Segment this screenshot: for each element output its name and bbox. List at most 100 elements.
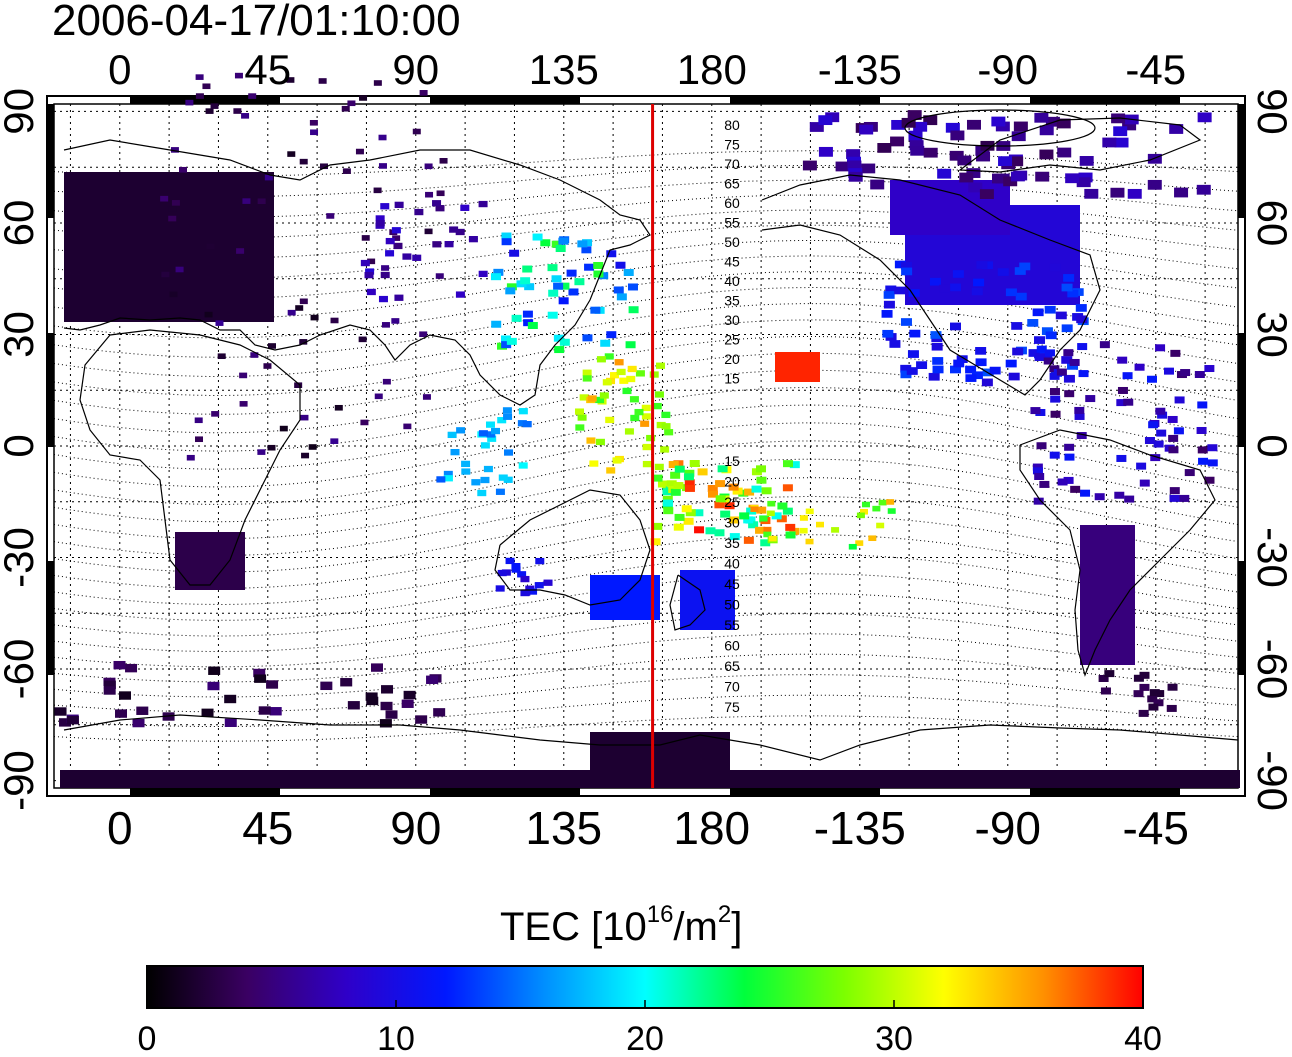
tec-point-africa	[233, 108, 242, 114]
tec-point-north-america	[1034, 336, 1046, 344]
tec-point-pacific	[619, 377, 629, 384]
tec-point-pacific	[750, 506, 759, 512]
tec-point-africa	[391, 318, 400, 324]
tec-point-pacific	[660, 446, 670, 453]
tec-point-asia	[625, 341, 636, 349]
tec-point-north-america	[952, 270, 964, 278]
tec-point-asia	[380, 203, 390, 210]
tec-point-pacific	[674, 465, 685, 473]
dip-contour-label: 15	[724, 371, 740, 387]
tec-point-asia	[432, 200, 442, 207]
tec-point-arctic	[847, 160, 862, 171]
tec-point-southern	[381, 685, 394, 694]
tec-point-asia	[495, 488, 505, 495]
tec-point-southern	[66, 715, 79, 725]
tec-point-pacific	[782, 507, 793, 515]
lon-tick-label: 0	[108, 46, 131, 93]
lon-tick-label: -45	[1125, 46, 1186, 93]
tec-point-arctic	[846, 149, 861, 159]
top-lon-ticks: 0 45 90 135 180 -135 -90 -45	[108, 46, 1186, 93]
tec-point-pacific	[743, 516, 754, 524]
tec-point-asia	[432, 241, 442, 248]
tec-patch-new-zealand	[680, 570, 735, 630]
tec-point-pacific	[641, 413, 651, 420]
tec-point-asia	[480, 442, 490, 449]
tec-patch-antarctica	[590, 732, 730, 770]
tec-point-africa	[403, 423, 412, 430]
tec-point-north-america	[906, 367, 918, 375]
tec-point-arctic	[1003, 176, 1018, 187]
tec-point-arctic	[1127, 188, 1142, 199]
lon-tick-label: 45	[242, 802, 293, 854]
tec-point-south-america	[1116, 399, 1127, 407]
colorbar-tick-label: 10	[377, 1020, 415, 1057]
tec-point-africa	[374, 393, 383, 400]
tec-point-arctic	[966, 168, 981, 178]
tec-point-asia	[380, 271, 390, 279]
tec-point-south-america	[1099, 341, 1110, 349]
tec-point-pacific	[634, 408, 644, 416]
tec-point-asia	[527, 321, 538, 329]
tec-point-pacific	[872, 505, 881, 512]
tec-point-south-america	[1116, 454, 1127, 462]
tec-point-asia	[460, 204, 470, 211]
tec-point-asia	[627, 283, 638, 291]
tec-point-pacific	[761, 487, 772, 495]
tec-point-southern	[385, 710, 398, 719]
tec-point-arctic	[1065, 173, 1080, 184]
tec-point-southern	[253, 668, 266, 678]
dip-contour-label: 55	[724, 215, 740, 231]
tec-point-southern	[59, 718, 72, 727]
tec-point-africa	[168, 215, 177, 222]
tec-point-pacific	[785, 531, 796, 539]
tec-point-southern	[269, 707, 282, 716]
tec-point-arctic	[1039, 125, 1054, 136]
tec-point-arctic	[818, 146, 833, 157]
tec-point-arctic	[877, 143, 892, 153]
tec-point-pacific	[766, 510, 775, 517]
tec-point-arctic	[1039, 149, 1054, 160]
tec-point-southern	[415, 715, 428, 724]
bottom-lon-ticks: 0 45 90 135 180 -135 -90 -45	[107, 802, 1189, 854]
tec-point-north-america	[883, 300, 895, 309]
tec-point-pacific	[673, 482, 684, 490]
tec-point-pacific	[728, 516, 739, 524]
tec-point-pacific	[707, 490, 718, 498]
tec-point-south-america	[1049, 451, 1060, 459]
tec-point-asia	[615, 261, 626, 269]
tec-point-pacific	[756, 506, 767, 514]
lat-tick-label: -30	[1249, 527, 1292, 588]
tec-point-southern	[1166, 704, 1177, 712]
tec-point-africa	[211, 411, 220, 417]
tec-point-africa	[309, 119, 318, 126]
tec-point-north-america	[950, 365, 962, 374]
tec-point-africa	[195, 436, 204, 443]
dip-contour	[53, 404, 1239, 488]
tec-point-north-america	[997, 268, 1009, 276]
tec-point-arctic	[995, 121, 1010, 132]
tec-point-asia	[461, 460, 471, 468]
tec-point-north-america	[971, 371, 983, 380]
tec-point-africa	[195, 93, 204, 99]
tec-point-pacific	[789, 461, 800, 469]
tec-point-arctic	[1009, 156, 1024, 167]
tec-point-pacific	[768, 535, 777, 542]
tec-point-pacific	[575, 424, 585, 431]
tec-point-pacific	[664, 429, 674, 436]
tec-point-north-america	[1049, 263, 1061, 272]
tec-point-southern	[103, 680, 116, 689]
tec-point-southern	[1133, 674, 1144, 682]
tec-point-pacific	[751, 485, 762, 493]
tec-point-pacific	[586, 437, 596, 444]
tec-point-africa	[279, 425, 288, 432]
tec-point-africa	[171, 200, 180, 206]
tec-point-africa	[257, 449, 266, 455]
tec-point-asia	[548, 289, 559, 297]
tec-point-north-america	[1061, 356, 1073, 364]
colorbar-tick-label: 30	[875, 1020, 913, 1057]
dip-contour-label: 30	[724, 515, 740, 531]
tec-point-arctic	[998, 156, 1013, 167]
tec-point-pacific	[755, 465, 766, 473]
tec-point-arctic	[1110, 187, 1125, 198]
tec-point-arctic	[809, 122, 824, 132]
